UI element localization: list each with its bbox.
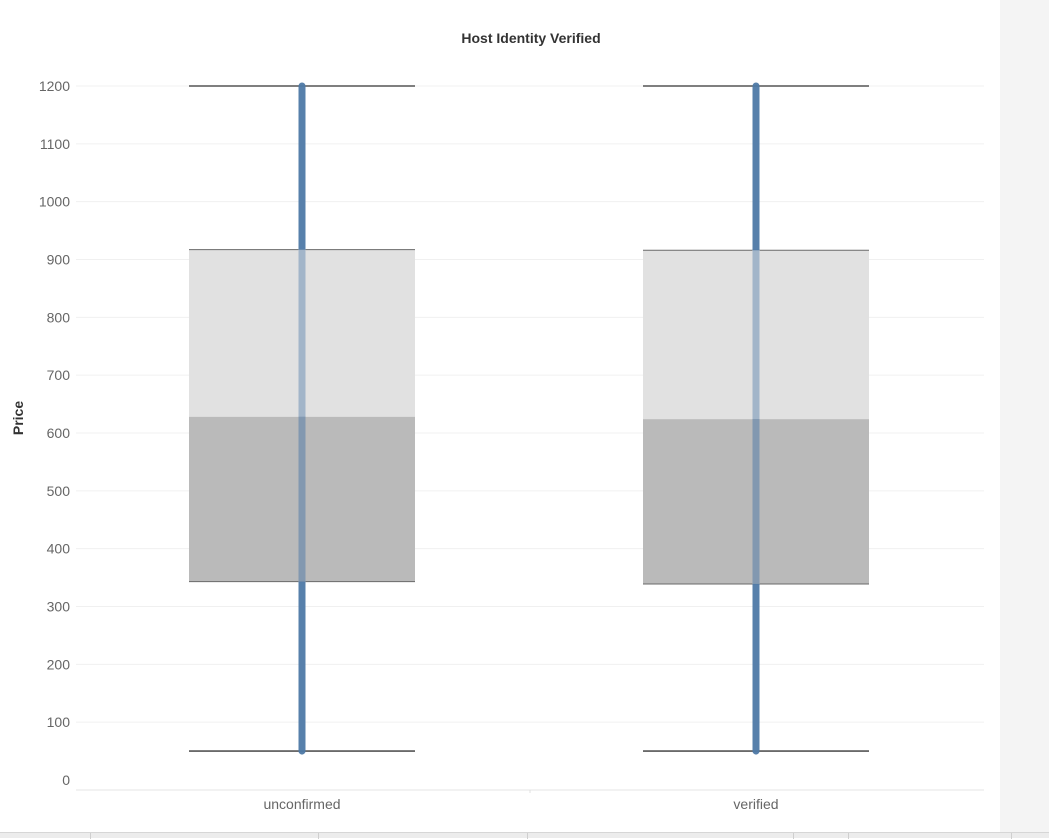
y-axis-label: Price: [10, 401, 26, 435]
whisker-overlay-lower-unconfirmed: [298, 416, 306, 582]
x-category-label-verified: verified: [733, 796, 778, 812]
y-tick-label-1200: 1200: [39, 78, 70, 94]
whisker-overlay-lower-verified: [752, 419, 760, 584]
x-category-label-unconfirmed: unconfirmed: [263, 796, 340, 812]
y-tick-label-100: 100: [47, 714, 71, 730]
y-tick-label-1100: 1100: [40, 136, 70, 152]
right-side-panel: [1000, 0, 1049, 838]
y-tick-label-700: 700: [47, 367, 71, 383]
chart-panel: 0 100 200 300 400 500 600 700 800 900 1000 1100 1200…: [10, 30, 984, 812]
y-tick-label-800: 800: [47, 309, 71, 325]
y-tick-label-200: 200: [47, 656, 71, 672]
y-tick-label-300: 300: [47, 599, 71, 615]
box-verified[interactable]: [643, 82, 869, 755]
y-tick-label-400: 400: [47, 541, 71, 557]
y-tick-label-600: 600: [47, 425, 71, 441]
box-layer: [189, 82, 869, 755]
x-axis-categories: unconfirmed verified: [263, 796, 778, 812]
y-axis-ticks: 0 100 200 300 400 500 600 700 800 900 1000 1100 1200: [39, 78, 70, 788]
y-tick-label-0: 0: [62, 772, 70, 788]
box-unconfirmed[interactable]: [189, 82, 415, 755]
bottom-scroll-bar[interactable]: [0, 832, 1049, 839]
boxplot-chart: 0 100 200 300 400 500 600 700 800 900 1000 1100 1200…: [10, 30, 984, 812]
y-tick-label-900: 900: [47, 252, 71, 268]
y-tick-label-500: 500: [47, 483, 71, 499]
whisker-overlay-upper-verified: [752, 250, 760, 420]
y-tick-label-1000: 1000: [39, 194, 70, 210]
whisker-overlay-upper-unconfirmed: [298, 249, 306, 417]
chart-title: Host Identity Verified: [461, 30, 600, 46]
